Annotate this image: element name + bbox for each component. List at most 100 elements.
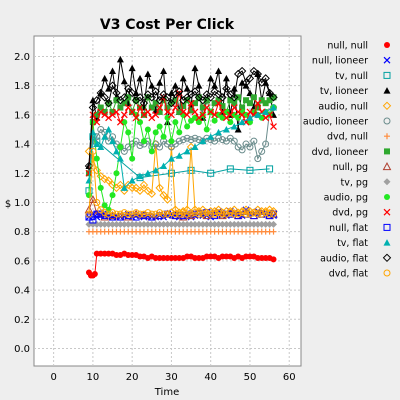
y-tick-label: 0.8 xyxy=(14,227,30,238)
data-point xyxy=(120,77,128,85)
data-point xyxy=(203,220,211,228)
data-point xyxy=(97,108,105,116)
data-point xyxy=(152,129,159,136)
data-point xyxy=(176,108,183,115)
series-dvd-null xyxy=(85,228,277,235)
data-point xyxy=(218,136,226,144)
data-point xyxy=(187,99,195,107)
data-point xyxy=(97,143,105,150)
data-point xyxy=(202,90,211,99)
data-point xyxy=(96,88,105,98)
data-point xyxy=(124,84,133,93)
data-point xyxy=(262,100,269,107)
data-point xyxy=(132,137,140,145)
data-point xyxy=(199,220,207,228)
data-point xyxy=(230,205,239,214)
data-point xyxy=(163,93,172,102)
data-point xyxy=(152,166,160,174)
legend-marker xyxy=(383,269,391,277)
data-point xyxy=(97,220,105,228)
data-point xyxy=(116,118,124,126)
data-point xyxy=(101,220,109,228)
data-point xyxy=(101,209,109,217)
data-point xyxy=(112,88,121,98)
data-point xyxy=(148,104,155,111)
legend-item: dvd, null xyxy=(327,132,390,143)
data-point xyxy=(105,220,113,228)
data-point xyxy=(207,220,215,228)
data-point xyxy=(191,220,199,228)
data-point xyxy=(117,143,124,150)
data-point xyxy=(195,119,202,126)
data-point xyxy=(270,228,277,235)
data-point xyxy=(152,220,160,228)
legend-label: dvd, lioneer xyxy=(312,147,369,158)
data-point xyxy=(207,74,215,82)
data-point xyxy=(258,220,266,228)
data-point xyxy=(127,183,137,193)
legend-label: dvd, pg xyxy=(332,208,368,219)
legend-item: dvd, flat xyxy=(329,269,391,280)
data-point xyxy=(168,111,175,119)
data-point xyxy=(254,220,262,228)
data-point xyxy=(179,108,187,116)
data-point xyxy=(207,169,215,177)
data-point xyxy=(139,180,149,190)
legend-label: null, lioneer xyxy=(312,56,368,67)
data-point xyxy=(262,114,270,122)
data-point xyxy=(93,140,101,148)
legend-item: null, flat xyxy=(329,223,391,234)
data-point xyxy=(191,143,199,150)
data-point xyxy=(222,84,231,93)
legend-label: null, flat xyxy=(329,223,368,234)
data-point xyxy=(270,210,278,218)
axis-ticks: 0 10 20 30 40 50 60 0.0 0.2 0.4 0.6 0.8 1.0 1.2 1.4 1.6… xyxy=(14,52,295,383)
data-point xyxy=(270,123,277,130)
data-point xyxy=(266,165,274,173)
data-point xyxy=(253,69,263,79)
data-point xyxy=(147,189,157,198)
data-point xyxy=(144,108,152,116)
y-tick-label: 0.4 xyxy=(14,286,30,297)
data-point xyxy=(215,209,223,217)
data-point xyxy=(167,209,175,217)
x-tick-label: 20 xyxy=(126,372,139,383)
data-point xyxy=(222,125,230,133)
data-point xyxy=(109,111,116,119)
data-point xyxy=(160,220,168,228)
data-point xyxy=(105,210,113,218)
data-point xyxy=(132,114,140,122)
data-point xyxy=(136,104,144,111)
data-point xyxy=(226,220,234,228)
data-point xyxy=(120,147,128,155)
data-point xyxy=(156,104,164,111)
data-point xyxy=(156,143,164,151)
legend-label: null, pg xyxy=(333,162,368,173)
data-point xyxy=(164,210,171,218)
data-point xyxy=(226,111,234,119)
data-point xyxy=(234,210,242,218)
legend-label: audio, null xyxy=(318,101,368,112)
data-point xyxy=(124,220,132,228)
y-tick-label: 1.2 xyxy=(14,169,30,180)
data-point xyxy=(254,99,262,107)
data-point xyxy=(156,108,163,115)
data-point xyxy=(222,210,230,218)
data-point xyxy=(93,155,100,162)
data-point xyxy=(257,78,266,87)
data-point xyxy=(148,220,156,228)
data-point xyxy=(116,180,125,190)
data-point xyxy=(215,67,223,75)
data-point xyxy=(148,114,156,122)
data-point xyxy=(261,74,270,83)
data-point xyxy=(254,104,261,111)
legend-marker xyxy=(382,253,392,263)
data-point xyxy=(124,180,133,190)
y-tick-label: 1.0 xyxy=(14,198,30,209)
data-point xyxy=(243,111,250,118)
data-point xyxy=(128,108,136,116)
legend-marker xyxy=(382,101,392,111)
data-point xyxy=(258,147,266,155)
y-tick-label: 1.4 xyxy=(14,140,30,151)
data-point xyxy=(128,220,136,228)
